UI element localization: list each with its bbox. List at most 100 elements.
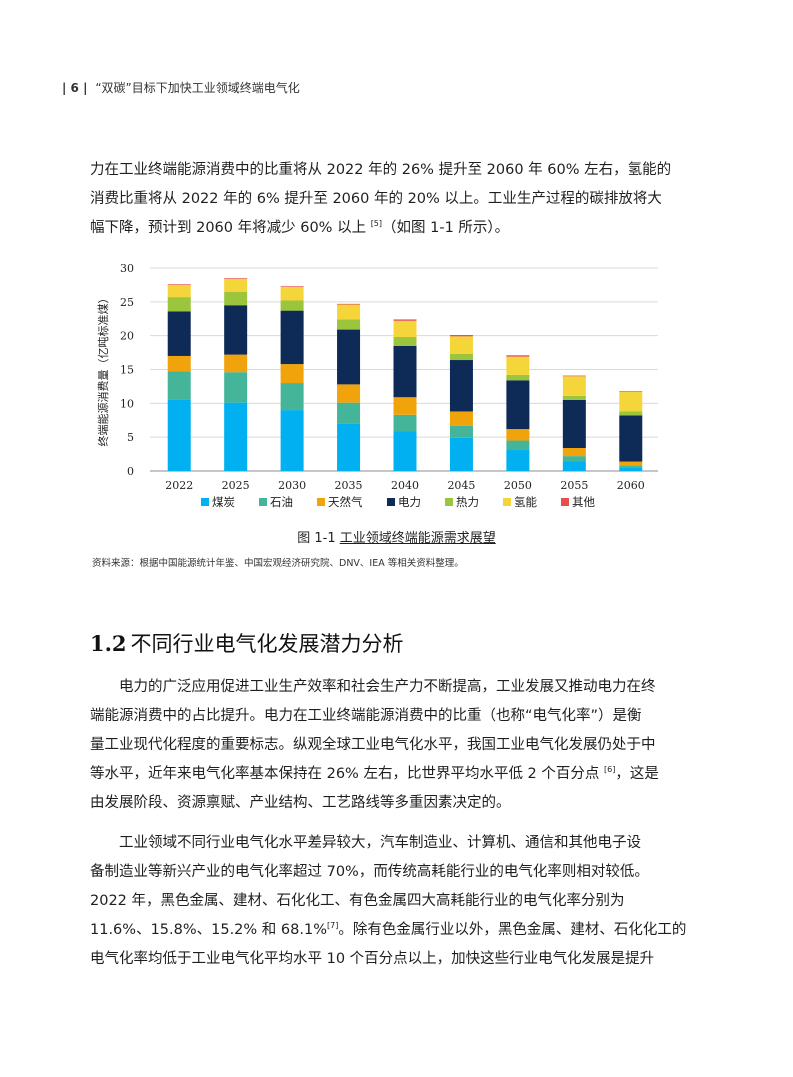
legend-label: 其他	[572, 495, 595, 509]
bar-segment-其他	[280, 286, 304, 287]
paragraph-line: 消费比重将从 2022 年的 6% 提升至 2060 年的 20% 以上。工业生…	[90, 191, 662, 207]
bar-segment-热力	[167, 297, 191, 312]
bar-segment-热力	[619, 411, 643, 416]
bar-segment-石油	[224, 372, 248, 403]
bar-segment-石油	[337, 402, 361, 424]
bar-segment-天然气	[280, 364, 304, 384]
bar-segment-氢能	[224, 278, 248, 292]
bar-segment-氢能	[337, 304, 361, 320]
paragraph-line: 幅下降，预计到 2060 年将减少 60% 以上 [5]（如图 1-1 所示）。	[90, 214, 690, 243]
bar-segment-氢能	[562, 376, 586, 396]
section-number: 1.2	[90, 631, 127, 656]
bar-segment-石油	[393, 414, 417, 432]
paragraph-line: 等水平，近年来电气化率基本保持在 26% 左右，比世界平均水平低 2 个百分点 …	[90, 760, 690, 789]
bar-segment-天然气	[337, 384, 361, 403]
running-header: | 6 | “双碳”目标下加快工业领域终端电气化	[62, 79, 300, 96]
paragraph-line: 力在工业终端能源消费中的比重将从 2022 年的 26% 提升至 2060 年 …	[90, 162, 672, 178]
paragraph-text: 等水平，近年来电气化率基本保持在 26% 左右，比世界平均水平低 2 个百分点	[90, 766, 600, 782]
bar-segment-热力	[280, 300, 304, 311]
body-paragraph-1: 电力的广泛应用促进工业生产效率和社会生产力不断提高，工业发展又推动电力在终 端能…	[90, 673, 690, 818]
paragraph-line: 工业领域不同行业电气化水平差异较大，汽车制造业、计算机、通信和其他电子设	[119, 835, 641, 851]
y-tick-label: 20	[120, 330, 134, 343]
paragraph-line: 备制造业等新兴产业的电气化率超过 70%，而传统高耗能行业的电气化率则相对较低。	[90, 864, 649, 880]
bar-segment-电力	[393, 345, 417, 398]
intro-paragraph: 力在工业终端能源消费中的比重将从 2022 年的 26% 提升至 2060 年 …	[90, 156, 690, 243]
bar-segment-电力	[224, 305, 248, 355]
caption-number: 图 1-1	[297, 531, 336, 546]
bar-segment-电力	[167, 311, 191, 356]
bar-segment-电力	[619, 415, 643, 462]
caption-text: 工业领域终端能源需求展望	[339, 531, 496, 546]
x-tick-label: 2050	[504, 479, 532, 492]
bar-segment-热力	[506, 374, 530, 381]
bar-segment-煤炭	[562, 461, 586, 471]
legend-label: 电力	[398, 495, 421, 509]
bar-segment-氢能	[619, 391, 643, 412]
y-tick-label: 30	[120, 262, 134, 275]
citation-ref: [7]	[326, 921, 339, 931]
bar-segment-热力	[562, 395, 586, 400]
bar-segment-氢能	[280, 286, 304, 301]
paragraph-line: 2022 年，黑色金属、建材、石化化工、有色金属四大高耗能行业的电气化率分别为	[90, 893, 625, 909]
legend-label: 氢能	[514, 495, 537, 509]
y-tick-label: 25	[120, 296, 134, 309]
bar-segment-电力	[280, 310, 304, 365]
paragraph-text: 11.6%、15.8%、15.2% 和 68.1%	[90, 922, 327, 938]
legend-label: 石油	[270, 495, 293, 509]
x-tick-label: 2040	[391, 479, 419, 492]
legend-label: 热力	[456, 495, 479, 509]
bar-segment-其他	[393, 319, 417, 321]
figure-source: 资料来源：根据中国能源统计年鉴、中国宏观经济研究院、DNV、IEA 等相关资料整…	[92, 558, 464, 569]
bar-segment-煤炭	[506, 450, 530, 471]
bar-segment-石油	[619, 465, 643, 468]
y-tick-label: 10	[120, 397, 134, 410]
bar-segment-其他	[506, 355, 530, 357]
x-tick-label: 2030	[278, 479, 306, 492]
bar-segment-石油	[506, 440, 530, 451]
bar-segment-其他	[337, 303, 361, 305]
x-tick-label: 2060	[617, 479, 645, 492]
x-tick-label: 2025	[222, 479, 250, 492]
page-number: | 6 |	[62, 81, 88, 95]
bar-segment-氢能	[449, 336, 473, 354]
bar-segment-天然气	[449, 411, 473, 426]
bar-segment-其他	[562, 375, 586, 377]
bar-segment-天然气	[224, 354, 248, 373]
bar-segment-热力	[224, 291, 248, 306]
citation-ref: [5]	[370, 219, 383, 229]
y-axis-label: 终端能源消费量（亿吨标准煤）	[96, 293, 110, 447]
bar-segment-煤炭	[280, 410, 304, 471]
body-paragraph-2: 工业领域不同行业电气化水平差异较大，汽车制造业、计算机、通信和其他电子设 备制造…	[90, 829, 690, 974]
bar-segment-电力	[506, 380, 530, 430]
section-title: 不同行业电气化发展潜力分析	[130, 632, 404, 656]
bar-segment-其他	[224, 278, 248, 279]
bar-segment-石油	[562, 456, 586, 462]
x-tick-label: 2022	[165, 479, 193, 492]
bar-segment-氢能	[393, 320, 417, 338]
paragraph-text: 。除有色金属行业以外，黑色金属、建材、石化化工的	[338, 922, 687, 938]
bar-segment-氢能	[506, 356, 530, 375]
bar-segment-天然气	[167, 355, 191, 372]
paragraph-text: 幅下降，预计到 2060 年将减少 60% 以上	[90, 220, 367, 236]
legend-label: 煤炭	[212, 495, 235, 509]
running-title: “双碳”目标下加快工业领域终端电气化	[95, 81, 300, 95]
legend-swatch	[561, 498, 569, 506]
bar-segment-氢能	[167, 284, 191, 298]
bar-segment-电力	[562, 399, 586, 448]
y-tick-label: 5	[127, 431, 134, 444]
paragraph-line: 端能源消费中的占比提升。电力在工业终端能源消费中的比重（也称“电气化率”）是衡	[90, 708, 642, 724]
paragraph-text: （如图 1-1 所示）。	[382, 220, 510, 236]
paragraph-line: 11.6%、15.8%、15.2% 和 68.1%[7]。除有色金属行业以外，黑…	[90, 916, 690, 945]
bar-segment-煤炭	[167, 399, 191, 471]
legend-swatch	[201, 498, 209, 506]
bar-segment-天然气	[506, 429, 530, 441]
legend-label: 天然气	[328, 495, 363, 509]
legend-swatch	[317, 498, 325, 506]
y-tick-label: 15	[120, 364, 134, 377]
section-heading: 1.2 不同行业电气化发展潜力分析	[90, 628, 404, 658]
x-tick-label: 2055	[560, 479, 588, 492]
bar-segment-煤炭	[337, 423, 361, 471]
bar-segment-其他	[167, 284, 191, 285]
paragraph-line: 电气化率均低于工业电气化平均水平 10 个百分点以上，加快这些行业电气化发展是提…	[90, 951, 655, 967]
